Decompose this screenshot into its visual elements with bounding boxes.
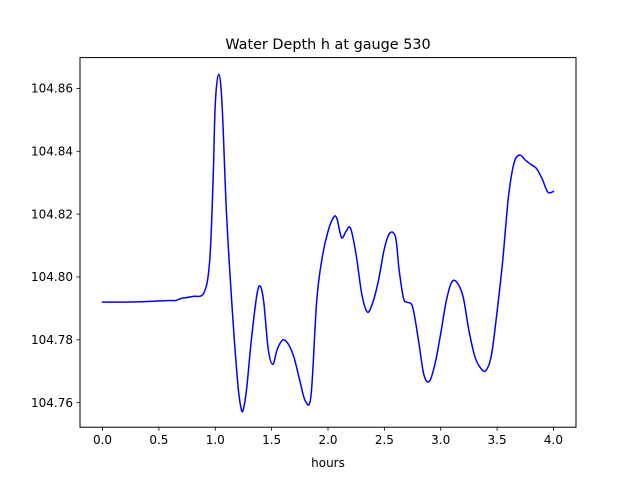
x-axis: 0.0 0.5 1.0 1.5 2.0 2.5 3.0 3.5 4.0 bbox=[93, 427, 563, 447]
series-line-0 bbox=[101, 73, 555, 413]
x-tick-label: 3.5 bbox=[488, 433, 507, 447]
y-tick-label: 104.84 bbox=[31, 144, 73, 158]
x-tick-label: 0.5 bbox=[149, 433, 168, 447]
y-tick-label: 104.82 bbox=[31, 207, 73, 221]
x-tick-label: 0.0 bbox=[93, 433, 112, 447]
x-tick-label: 2.0 bbox=[318, 433, 337, 447]
x-tick-label: 1.5 bbox=[262, 433, 281, 447]
y-tick-label: 104.86 bbox=[31, 82, 73, 96]
x-tick-label: 4.0 bbox=[544, 433, 563, 447]
chart-title: Water Depth h at gauge 530 bbox=[225, 37, 430, 53]
y-tick-label: 104.80 bbox=[31, 270, 73, 284]
x-tick-label: 1.0 bbox=[206, 433, 225, 447]
y-tick-label: 104.78 bbox=[31, 333, 73, 347]
x-tick-label: 2.5 bbox=[375, 433, 394, 447]
y-tick-label: 104.76 bbox=[31, 396, 73, 410]
plot-area bbox=[101, 73, 555, 413]
x-tick-label: 3.0 bbox=[431, 433, 450, 447]
y-axis: 104.76 104.78 104.80 104.82 104.84 104.86 bbox=[31, 82, 80, 410]
x-axis-label: hours bbox=[311, 456, 345, 470]
